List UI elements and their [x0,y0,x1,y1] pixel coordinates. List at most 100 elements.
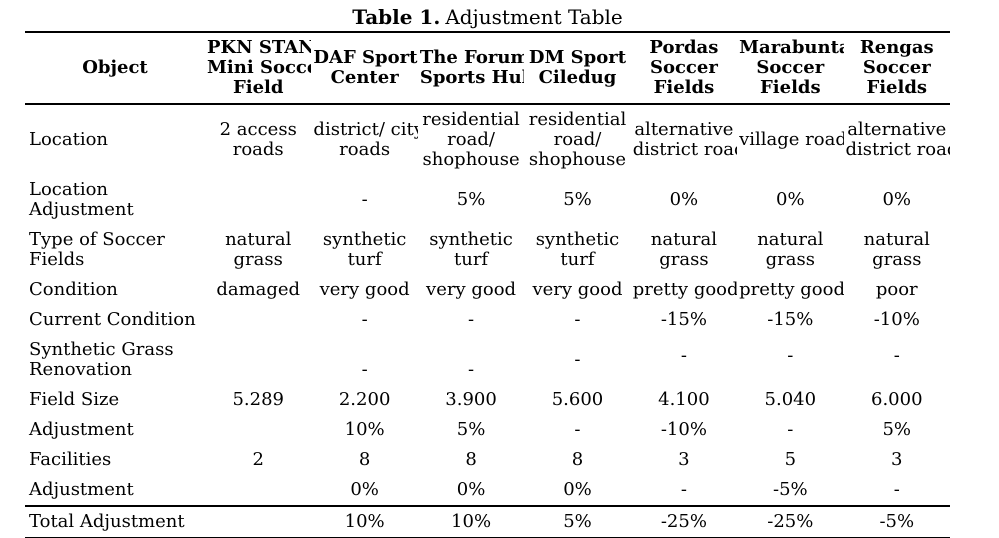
row-label: Location [29,129,109,150]
table-cell: 2 access roads [219,119,297,160]
row-label: Total Adjustment [25,505,205,538]
table-cell: - [893,479,900,500]
table-cell: 8 [571,449,584,470]
table-cell: poor [875,279,918,300]
table-cell: 5.600 [551,389,604,410]
table-cell: 5 [784,449,797,470]
table-cell [205,415,311,445]
table-cell: -5% [843,505,950,538]
table-cell: alternative district road [845,119,950,160]
table-cell: 5% [882,419,912,440]
column-header: The Forum Sports Hub [417,32,525,105]
table-row: Total Adjustment 10% 10% 5% -25% -25% -5% [25,505,950,538]
table-row: Location Adjustment - 5% 5% 0% 0% 0% [25,175,950,225]
table-cell: 3 [678,449,690,470]
table-cell: 8 [358,449,371,470]
table-cell: natural grass [650,229,718,270]
table-row: Condition damaged very good very good very g… [25,275,950,305]
table-row: Location 2 access roads district/ city roa… [25,104,950,175]
table-cell: - [787,344,794,366]
table-cell: district/ city roads [313,119,417,160]
table-cell: - [787,419,794,440]
table-cell: - [680,344,687,366]
table-row: Adjustment 0% 0% 0% - -5% - [25,475,950,506]
table-cell: 10% [311,505,418,538]
table-cell: 0% [669,189,699,210]
table-row: Field Size 5.289 2.200 3.900 5.600 4.100 5.040… [25,385,950,415]
row-label: Facilities [29,449,112,470]
column-header: DM Sport Ciledug [524,32,631,105]
table-row: Synthetic Grass Renovation - - - - - - [25,335,950,385]
row-label: Field Size [29,389,120,410]
table-row: Current Condition - - - -15% -15% -10% [25,305,950,335]
table-cell: 10% [344,419,385,440]
row-label: Adjustment [29,479,134,500]
table-cell: 3.900 [445,389,497,410]
table-cell: 0% [456,479,486,500]
table-title-caption: Adjustment Table [445,5,623,29]
table-cell: synthetic turf [535,229,620,270]
table-cell: -10% [873,309,920,330]
table-cell: 2 [252,449,264,470]
table-cell [205,505,312,538]
table-cell: - [468,309,475,330]
table-title: Table 1. Adjustment Table [25,5,950,29]
table-cell [205,305,311,335]
table-cell: 5% [563,189,592,210]
table-cell: 5% [456,189,486,210]
table-cell: - [680,479,687,500]
table-cell: 0% [350,479,379,500]
column-header: Rengas Soccer Fields [843,32,950,105]
table-row: Type of Soccer Fields natural grass synthe… [25,225,950,275]
table-cell: very good [532,279,623,300]
table-cell: pretty good [632,279,738,300]
table-cell: -15% [660,309,707,330]
table-cell: synthetic turf [322,229,407,270]
table-cell: 6.000 [871,389,923,410]
table-cell: 3 [891,449,903,470]
table-cell: synthetic turf [429,229,513,270]
table-cell [205,335,311,385]
table-cell: residential road/ shophouse [422,109,520,170]
table-cell: 2.200 [338,389,391,410]
row-label: Current Condition [29,309,196,330]
table-cell: -25% [630,505,738,538]
table-row: Facilities 2 8 8 8 3 5 3 [25,445,950,475]
table-cell: - [361,309,368,330]
row-label: Location Adjustment [29,179,134,220]
table-cell: 0% [563,479,592,500]
table-cell: very good [319,279,410,300]
table-cell: natural grass [863,229,930,270]
table-cell: 5% [524,505,631,538]
table-cell: -25% [737,505,844,538]
table-cell: - [361,189,368,210]
column-header: PKN STAN Mini Soccer Field [205,32,312,105]
table-cell: -15% [767,309,814,330]
table-cell: 5.289 [232,389,284,410]
table-cell: 4.100 [658,389,710,410]
column-header: Pordas Soccer Fields [630,32,738,105]
table-cell: natural grass [757,229,824,270]
table-cell: village road [739,129,844,150]
column-header: DAF Sports Center [311,32,418,105]
table-cell: 5.040 [764,389,817,410]
row-label: Adjustment [29,419,134,440]
table-row: Adjustment 10% 5% - -10% - 5% [25,415,950,445]
table-cell: -10% [660,419,707,440]
table-cell: damaged [216,279,301,300]
table-cell: -5% [773,479,808,500]
table-cell: 0% [776,189,805,210]
table-cell: - [468,359,475,380]
table-title-number: Table 1. [352,5,441,29]
table-cell: residential road/ shophouse [528,109,627,170]
row-label: Synthetic Grass Renovation [29,339,174,380]
row-label: Type of Soccer Fields [29,229,165,270]
table-cell [205,475,311,506]
table-cell [205,175,311,225]
table-cell: 10% [417,505,525,538]
table-cell: - [574,419,581,440]
table-cell: 0% [882,189,912,210]
